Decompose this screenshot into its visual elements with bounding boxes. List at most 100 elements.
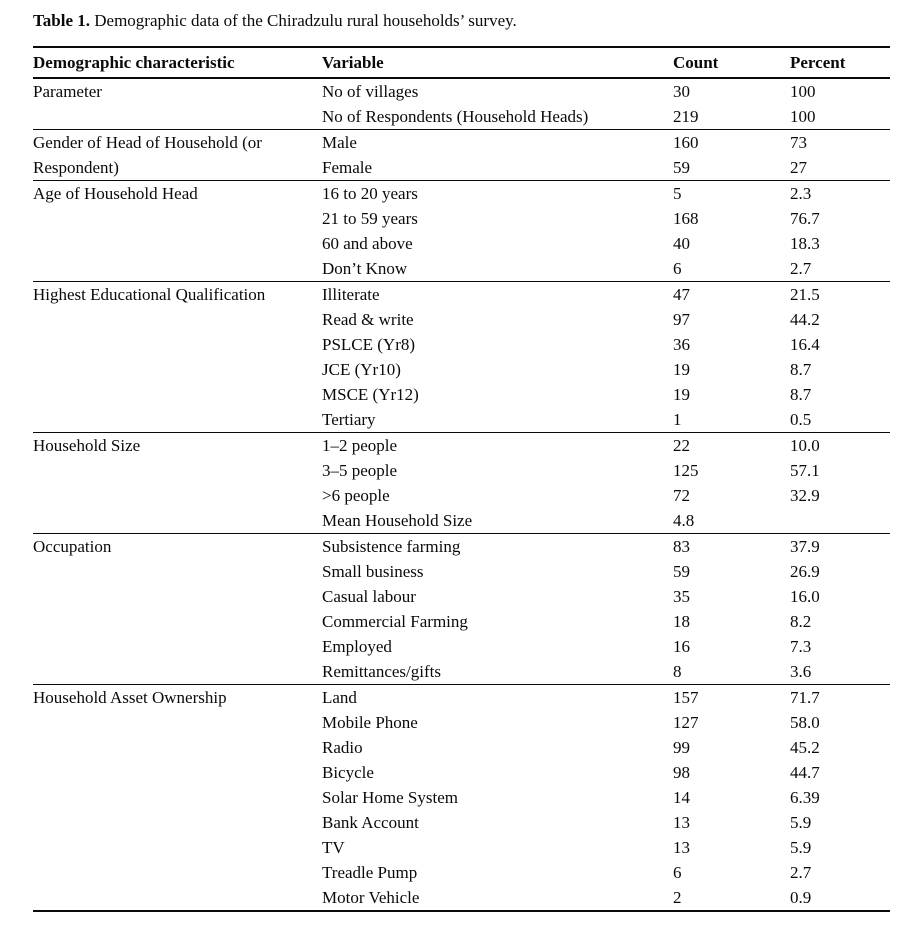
characteristic-cell: Gender of Head of Household (or Responde… [33, 133, 262, 177]
variable-cell: Mobile Phone [322, 713, 418, 732]
percent-cell: 2.7 [790, 259, 812, 278]
variable-cell: Land [322, 688, 357, 707]
count-cell: 72 [673, 486, 690, 505]
variable-cell: JCE (Yr10) [322, 360, 401, 379]
percent-cell: 16.4 [790, 335, 820, 354]
table-row: Parameter No of villages 30 100 [33, 78, 890, 104]
table-caption-text: Demographic data of the Chiradzulu rural… [90, 11, 517, 30]
count-cell: 36 [673, 335, 690, 354]
count-cell: 219 [673, 107, 699, 126]
percent-cell: 0.9 [790, 888, 812, 907]
count-cell: 98 [673, 763, 690, 782]
characteristic-cell: Parameter [33, 82, 102, 101]
count-cell: 1 [673, 410, 682, 429]
percent-cell: 37.9 [790, 537, 820, 556]
table-row: 3–5 people 125 57.1 [33, 458, 890, 483]
count-cell: 22 [673, 436, 690, 455]
percent-cell: 16.0 [790, 587, 820, 606]
table-row: Mean Household Size 4.8 [33, 508, 890, 534]
variable-cell: 1–2 people [322, 436, 398, 455]
percent-cell: 100 [790, 107, 816, 126]
percent-cell: 6.39 [790, 788, 820, 807]
count-cell: 157 [673, 688, 699, 707]
table-row: Tertiary 1 0.5 [33, 407, 890, 433]
count-cell: 18 [673, 612, 690, 631]
variable-cell: >6 people [322, 486, 390, 505]
percent-cell [790, 508, 890, 534]
table-row: Occupation Subsistence farming 83 37.9 [33, 534, 890, 560]
variable-cell: Illiterate [322, 285, 380, 304]
percent-cell: 76.7 [790, 209, 820, 228]
table-row: Don’t Know 6 2.7 [33, 256, 890, 282]
section-occupation: Occupation Subsistence farming 83 37.9 Small… [33, 533, 890, 685]
percent-cell: 2.3 [790, 184, 812, 203]
count-cell: 160 [673, 133, 699, 152]
percent-cell: 8.7 [790, 385, 812, 404]
section-household-size: Household Size 1–2 people 22 10.0 3–5 people… [33, 432, 890, 534]
variable-cell: Bank Account [322, 813, 419, 832]
paper-page: Table 1. Demographic data of the Chiradz… [33, 11, 890, 912]
variable-cell: Remittances/gifts [322, 662, 441, 681]
count-cell: 99 [673, 738, 690, 757]
table-row: Gender of Head of Household (or Responde… [33, 130, 890, 177]
variable-cell: Bicycle [322, 763, 374, 782]
section-gender-of-head-of-household-or-respondent: Gender of Head of Household (or Responde… [33, 129, 890, 181]
variable-cell: Commercial Farming [322, 612, 468, 631]
variable-cell: 60 and above [322, 234, 413, 253]
count-cell: 59 [673, 562, 690, 581]
table-caption-label: Table 1. [33, 11, 91, 30]
variable-cell: Female [322, 158, 373, 177]
section-household-asset-ownership: Household Asset Ownership Land 157 71.7 Mobi… [33, 684, 890, 912]
column-header-variable: Variable [322, 47, 673, 79]
percent-cell: 100 [790, 82, 816, 101]
percent-cell: 44.2 [790, 310, 820, 329]
table-row: Female 59 27 [33, 155, 890, 181]
percent-cell: 10.0 [790, 436, 820, 455]
table-row: Highest Educational Qualification Illiter… [33, 282, 890, 308]
characteristic-cell: Age of Household Head [33, 184, 198, 203]
count-cell: 6 [673, 259, 682, 278]
table-row: Casual labour 35 16.0 [33, 584, 890, 609]
percent-cell: 27 [790, 158, 807, 177]
variable-cell: Read & write [322, 310, 414, 329]
variable-cell: Mean Household Size [322, 511, 473, 530]
percent-cell: 21.5 [790, 285, 820, 304]
variable-cell: MSCE (Yr12) [322, 385, 419, 404]
characteristic-cell: Household Asset Ownership [33, 688, 227, 707]
variable-cell: PSLCE (Yr8) [322, 335, 416, 354]
table-row: >6 people 72 32.9 [33, 483, 890, 508]
percent-cell: 44.7 [790, 763, 820, 782]
table-row: Read & write 97 44.2 [33, 307, 890, 332]
variable-cell: 21 to 59 years [322, 209, 418, 228]
count-cell: 4.8 [673, 511, 695, 530]
count-cell: 59 [673, 158, 690, 177]
count-cell: 16 [673, 637, 690, 656]
table-row: Mobile Phone 127 58.0 [33, 710, 890, 735]
count-cell: 97 [673, 310, 690, 329]
variable-cell: 16 to 20 years [322, 184, 418, 203]
variable-cell: Motor Vehicle [322, 888, 420, 907]
percent-cell: 7.3 [790, 637, 812, 656]
table-row: Solar Home System 14 6.39 [33, 785, 890, 810]
count-cell: 8 [673, 662, 682, 681]
table-row: Commercial Farming 18 8.2 [33, 609, 890, 634]
table-row: Household Asset Ownership Land 157 71.7 [33, 685, 890, 711]
variable-cell: No of Respondents (Household Heads) [322, 107, 589, 126]
column-header-demographic-characteristic: Demographic characteristic [33, 47, 322, 79]
table-row: Household Size 1–2 people 22 10.0 [33, 433, 890, 459]
section-parameter: Parameter No of villages 30 100 No of Respon… [33, 78, 890, 130]
table-row: Bicycle 98 44.7 [33, 760, 890, 785]
variable-cell: Radio [322, 738, 363, 757]
table-header: Demographic characteristic Variable Coun… [33, 47, 890, 79]
percent-cell: 0.5 [790, 410, 812, 429]
characteristic-cell: Household Size [33, 436, 141, 455]
table-row: PSLCE (Yr8) 36 16.4 [33, 332, 890, 357]
section-age-of-household-head: Age of Household Head 16 to 20 years 5 2.3 2… [33, 180, 890, 282]
percent-cell: 73 [790, 133, 807, 152]
variable-cell: TV [322, 838, 345, 857]
percent-cell: 26.9 [790, 562, 820, 581]
table-row: TV 13 5.9 [33, 835, 890, 860]
variable-cell: No of villages [322, 82, 419, 101]
percent-cell: 8.2 [790, 612, 812, 631]
count-cell: 83 [673, 537, 690, 556]
